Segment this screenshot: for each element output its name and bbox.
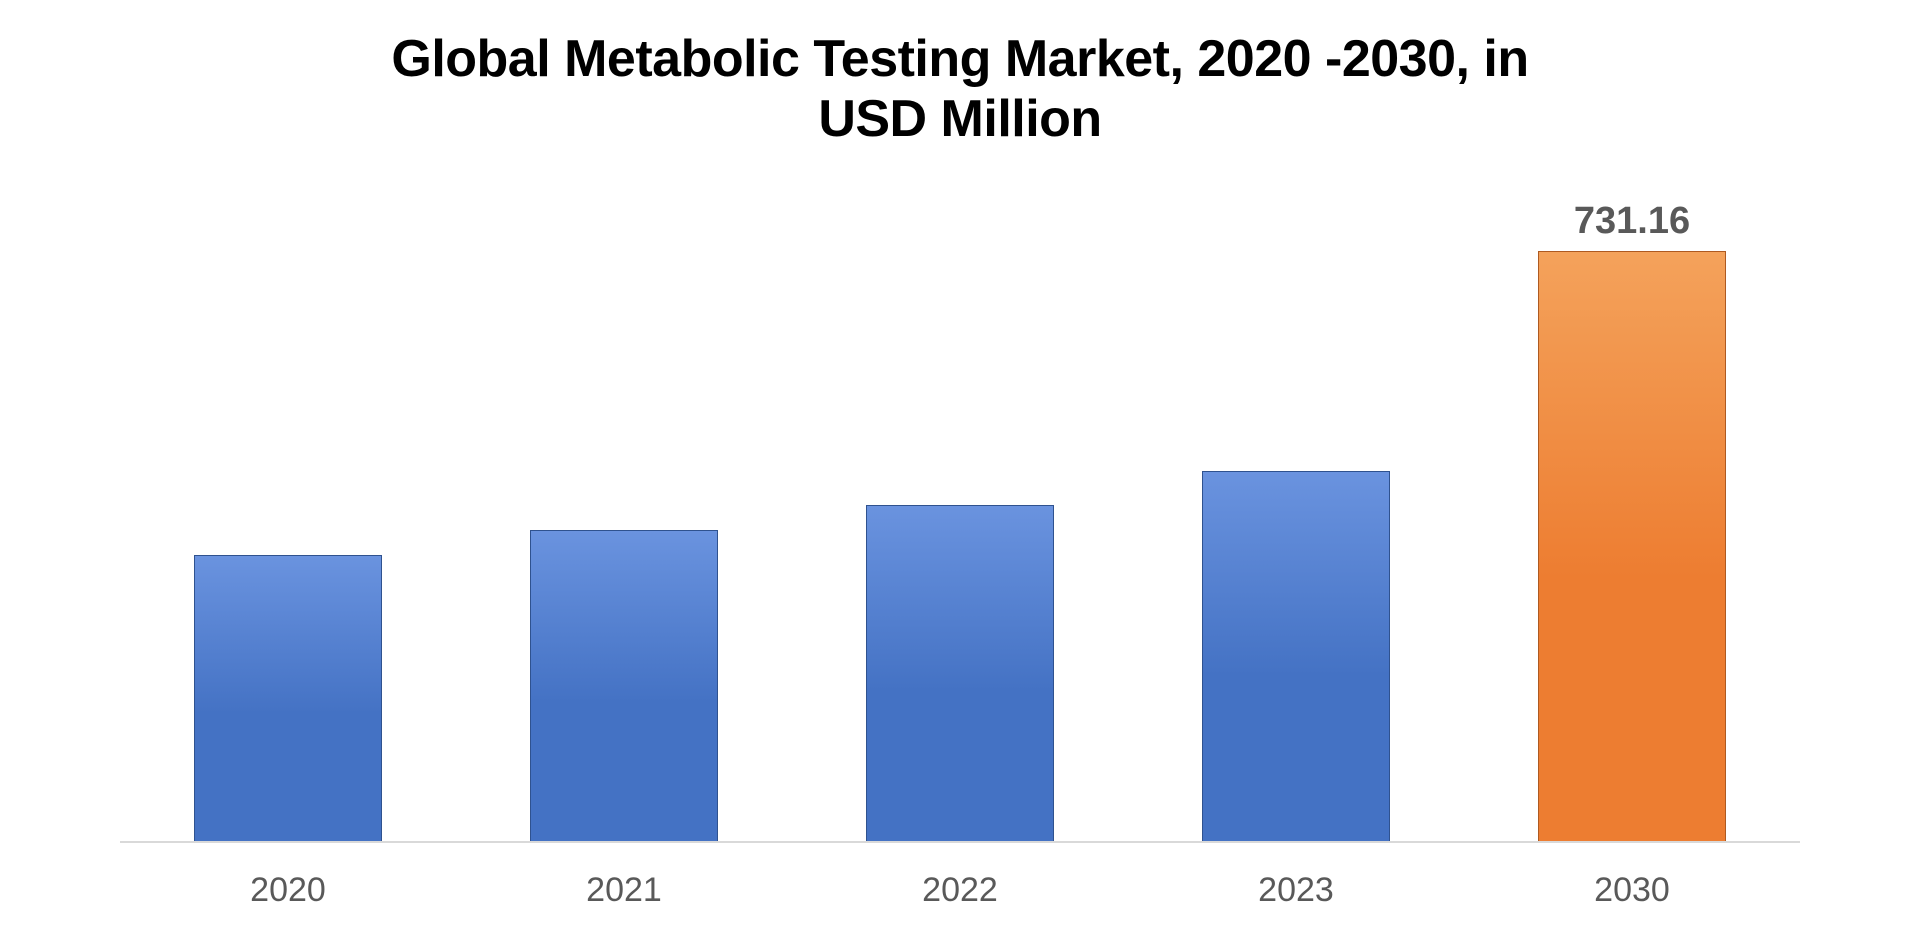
- chart-title: Global Metabolic Testing Market, 2020 -2…: [0, 30, 1920, 150]
- x-axis-labels: 20202021202220232030: [120, 853, 1800, 943]
- bar-value-label: 731.16: [1574, 200, 1690, 243]
- bar-group: [120, 200, 456, 843]
- bar: [194, 555, 382, 843]
- bar-slot: [1128, 200, 1464, 843]
- bars-container: 731.16: [120, 200, 1800, 843]
- title-line: Global Metabolic Testing Market, 2020 -2…: [391, 30, 1528, 88]
- x-axis-label: 2022: [792, 871, 1128, 910]
- plot-area: 731.16: [120, 200, 1800, 843]
- bar-group: [792, 200, 1128, 843]
- bar-slot: [792, 200, 1128, 843]
- bar: [866, 505, 1054, 843]
- bar: [1202, 471, 1390, 843]
- bar-slot: 731.16: [1464, 200, 1800, 843]
- x-axis-label: 2020: [120, 871, 456, 910]
- bar-group: 731.16: [1464, 200, 1800, 843]
- title-line: USD Million: [818, 90, 1101, 148]
- bar-group: [456, 200, 792, 843]
- chart-page: Global Metabolic Testing Market, 2020 -2…: [0, 0, 1920, 943]
- x-axis-baseline: [120, 841, 1800, 843]
- bar-slot: [456, 200, 792, 843]
- bar-slot: [120, 200, 456, 843]
- bar: [1538, 251, 1726, 843]
- bar-group: [1128, 200, 1464, 843]
- bar: [530, 530, 718, 843]
- x-axis-label: 2021: [456, 871, 792, 910]
- x-axis-label: 2023: [1128, 871, 1464, 910]
- x-axis-label: 2030: [1464, 871, 1800, 910]
